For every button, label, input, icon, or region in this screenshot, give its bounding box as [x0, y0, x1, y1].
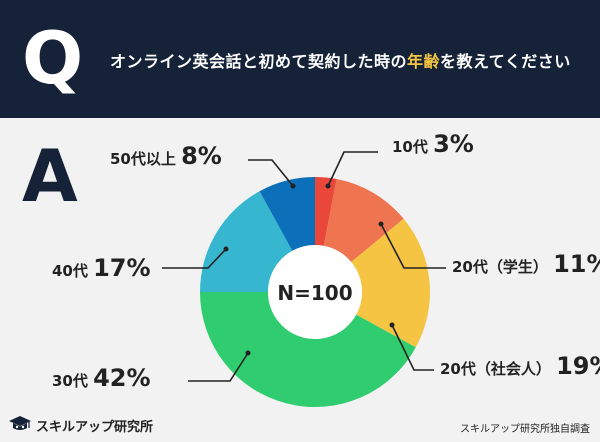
slice-category-0: 10代 [392, 138, 433, 156]
slice-value-3: 42% [93, 364, 150, 392]
slice-label-3: 30代 42% [52, 364, 151, 392]
brand-logo: スキルアップ研究所 [8, 414, 153, 436]
slice-label-4: 40代 17% [52, 254, 151, 282]
leader-line-5 [248, 159, 294, 187]
question-text: オンライン英会話と初めて契約した時の年齢を教えてください [110, 48, 571, 72]
slice-5 [259, 176, 315, 251]
question-highlight: 年齢 [407, 52, 441, 71]
slice-3 [200, 292, 416, 407]
leader-dot-5 [290, 183, 296, 189]
slice-value-1: 11% [553, 250, 600, 278]
slice-4 [200, 191, 293, 292]
slice-2 [351, 218, 430, 348]
a-letter: A [22, 134, 78, 218]
question-text-part1: オンライン英会話と初めて契約した時の [110, 52, 408, 71]
leader-line-0 [327, 151, 378, 187]
slice-0 [315, 177, 337, 246]
slice-1 [323, 179, 404, 263]
slice-label-1: 20代（学生） 11% [452, 250, 600, 278]
leader-dot-2 [389, 322, 395, 328]
leader-dot-0 [325, 183, 331, 189]
leader-line-3 [188, 352, 249, 382]
slice-label-5: 50代以上 8% [110, 142, 222, 170]
slice-category-1: 20代（学生） [452, 258, 553, 276]
leader-dot-4 [223, 246, 229, 252]
slice-value-2: 19% [556, 352, 600, 380]
brand-name: スキルアップ研究所 [36, 419, 154, 435]
leader-dot-1 [378, 221, 384, 227]
slice-labels: 10代 3% 20代（学生） 11% 20代（社会人） 19% 30代 42% 40代 … [52, 130, 600, 392]
center-label: N=100 [277, 281, 352, 305]
leader-line-2 [391, 324, 434, 371]
slice-category-4: 40代 [52, 262, 93, 280]
slice-value-4: 17% [93, 254, 150, 282]
q-letter: Q [22, 16, 84, 100]
slice-value-5: 8% [181, 142, 222, 170]
leader-line-4 [162, 248, 227, 269]
source-note: スキルアップ研究所独自調査 [460, 424, 590, 435]
slice-label-2: 20代（社会人） 19% [440, 352, 600, 380]
slice-label-0: 10代 3% [392, 130, 474, 158]
slice-value-0: 3% [433, 130, 474, 158]
leader-lines [162, 151, 446, 382]
question-header: Q オンライン英会話と初めて契約した時の年齢を教えてください [0, 0, 600, 118]
donut-slices [200, 176, 430, 407]
slice-category-5: 50代以上 [110, 150, 181, 168]
slice-category-2: 20代（社会人） [440, 360, 556, 378]
graduation-cap-icon [9, 416, 31, 430]
leader-line-1 [380, 223, 446, 269]
donut-hole [268, 245, 362, 339]
question-text-part2: を教えてください [440, 52, 571, 71]
leader-dot-3 [245, 350, 251, 356]
slice-category-3: 30代 [52, 372, 93, 390]
